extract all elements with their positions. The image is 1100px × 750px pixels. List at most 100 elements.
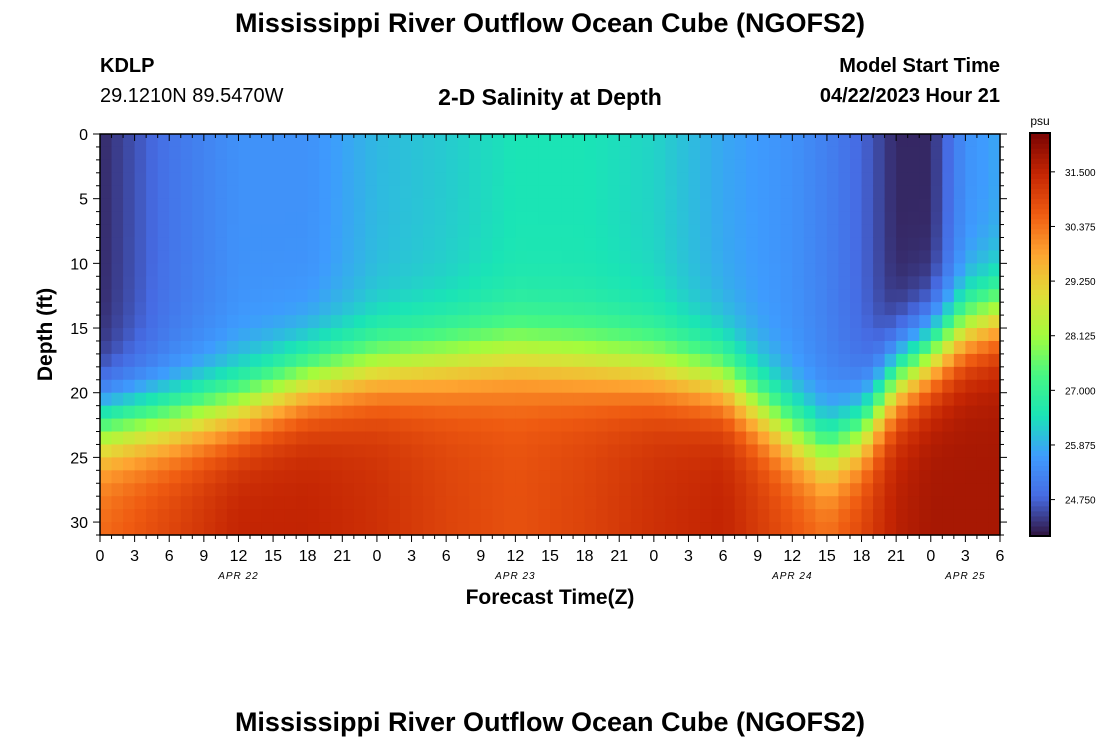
heat-cell <box>942 276 955 290</box>
x-tick-label: 6 <box>719 548 728 565</box>
heat-cell <box>942 431 955 446</box>
heat-cell <box>676 134 690 148</box>
heat-cell <box>861 431 874 446</box>
heat-cell <box>953 496 966 510</box>
heat-cell <box>665 379 678 394</box>
heat-cell <box>884 211 897 226</box>
heat-cell <box>803 431 816 446</box>
heat-cell <box>873 496 886 510</box>
heat-cell <box>988 328 1001 342</box>
heat-cell <box>515 237 528 252</box>
heat-cell <box>273 250 286 264</box>
heat-cell <box>215 392 228 407</box>
heat-cell <box>492 418 505 433</box>
colorbar-swatch <box>1030 158 1050 164</box>
heat-cell <box>238 522 251 536</box>
heat-cell <box>400 340 413 355</box>
heat-cell <box>930 470 943 484</box>
heat-cell <box>100 185 113 200</box>
heat-cell <box>180 431 193 446</box>
heat-cell <box>596 224 609 239</box>
heat-cell <box>746 198 759 213</box>
heat-cell <box>965 211 978 226</box>
heat-cell <box>434 340 447 355</box>
colorbar-swatch <box>1030 294 1050 300</box>
heat-cell <box>676 522 690 536</box>
heat-cell <box>723 470 736 484</box>
heat-cell <box>619 353 632 368</box>
heat-cell <box>573 198 586 213</box>
heat-cell <box>873 276 886 290</box>
heat-cell <box>953 276 966 290</box>
heat-cell <box>469 457 482 471</box>
heat-cell <box>526 185 540 200</box>
heat-cell <box>469 134 482 148</box>
heat-cell <box>953 159 966 174</box>
heat-cell <box>630 353 643 368</box>
heat-cell <box>515 211 528 226</box>
y-tick-label: 0 <box>79 127 88 144</box>
heat-cell <box>296 340 309 355</box>
heat-cell <box>561 392 574 407</box>
heat-cell <box>596 431 609 446</box>
heat-cell <box>503 392 516 407</box>
heat-cell <box>250 340 263 355</box>
heat-cell <box>700 134 713 148</box>
heat-cell <box>630 418 643 433</box>
colorbar-swatch <box>1030 329 1050 336</box>
heat-cell <box>457 134 470 148</box>
heat-cell <box>365 159 378 174</box>
heat-cell <box>284 509 297 523</box>
heat-cell <box>838 146 851 161</box>
heat-cell <box>134 211 147 226</box>
heat-cell <box>665 509 678 523</box>
heat-cell <box>250 392 263 407</box>
heat-cell <box>192 431 205 446</box>
heat-cell <box>307 224 320 239</box>
heat-cell <box>850 379 863 394</box>
heat-cell <box>238 470 251 484</box>
heat-cell <box>953 237 966 252</box>
heat-cell <box>734 185 747 200</box>
heat-cell <box>215 185 228 200</box>
heat-cell <box>215 224 228 239</box>
date-label: APR 23 <box>494 571 535 582</box>
heat-cell <box>711 185 724 200</box>
heat-cell <box>469 483 482 497</box>
heat-cell <box>457 522 470 536</box>
heat-cell <box>792 522 805 536</box>
heat-cell <box>780 315 793 329</box>
colorbar-swatch <box>1030 178 1050 184</box>
heat-cell <box>215 418 228 433</box>
date-label: APR 24 <box>771 571 812 582</box>
heat-cell <box>873 302 886 316</box>
heat-cell <box>365 289 378 303</box>
heat-cell <box>815 509 828 523</box>
heat-cell <box>976 353 990 368</box>
heat-cell <box>411 302 424 316</box>
heat-cell <box>342 224 355 239</box>
heat-cell <box>146 159 159 174</box>
colorbar-swatch <box>1030 425 1050 431</box>
heat-cell <box>642 146 655 161</box>
heat-cell <box>423 392 436 407</box>
heat-cell <box>584 315 597 329</box>
heat-cell <box>480 276 493 290</box>
heat-cell <box>653 509 666 523</box>
heat-cell <box>561 302 574 316</box>
heat-cell <box>561 224 574 239</box>
heat-cell <box>780 470 793 484</box>
heat-cell <box>526 276 540 290</box>
heat-cell <box>584 302 597 316</box>
heat-cell <box>815 263 828 277</box>
colorbar-swatch <box>1030 143 1050 149</box>
heat-cell <box>376 353 390 368</box>
heat-cell <box>573 134 586 148</box>
heat-cell <box>561 172 574 187</box>
heat-cell <box>861 134 874 148</box>
colorbar-swatch <box>1030 510 1050 517</box>
heat-cell <box>400 263 413 277</box>
heat-cell <box>861 172 874 187</box>
heat-cell <box>480 211 493 226</box>
heat-cell <box>596 315 609 329</box>
